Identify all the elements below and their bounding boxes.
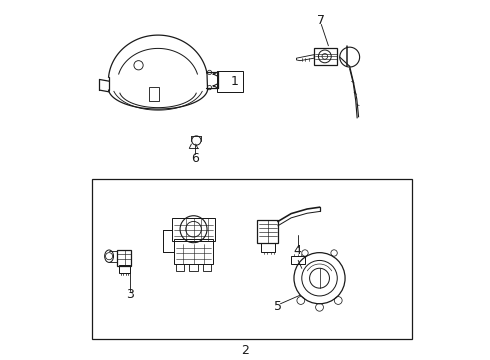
Bar [117, 250, 131, 266]
Text: 5: 5 [273, 300, 282, 313]
Bar [261, 243, 275, 252]
Text: 7: 7 [318, 14, 325, 27]
Bar [189, 264, 198, 271]
Bar [257, 220, 278, 243]
Bar [176, 264, 184, 271]
Bar [149, 87, 159, 101]
Text: 1: 1 [230, 75, 238, 88]
Bar [217, 71, 243, 92]
Text: 2: 2 [241, 345, 249, 357]
Text: 6: 6 [192, 152, 199, 165]
Bar [174, 239, 213, 264]
Text: 3: 3 [126, 288, 134, 301]
Bar [314, 48, 337, 65]
Bar [119, 265, 130, 273]
Bar [203, 264, 211, 271]
Text: 4: 4 [294, 244, 301, 257]
Bar [291, 256, 305, 264]
Bar [172, 218, 215, 241]
Bar [93, 179, 412, 338]
